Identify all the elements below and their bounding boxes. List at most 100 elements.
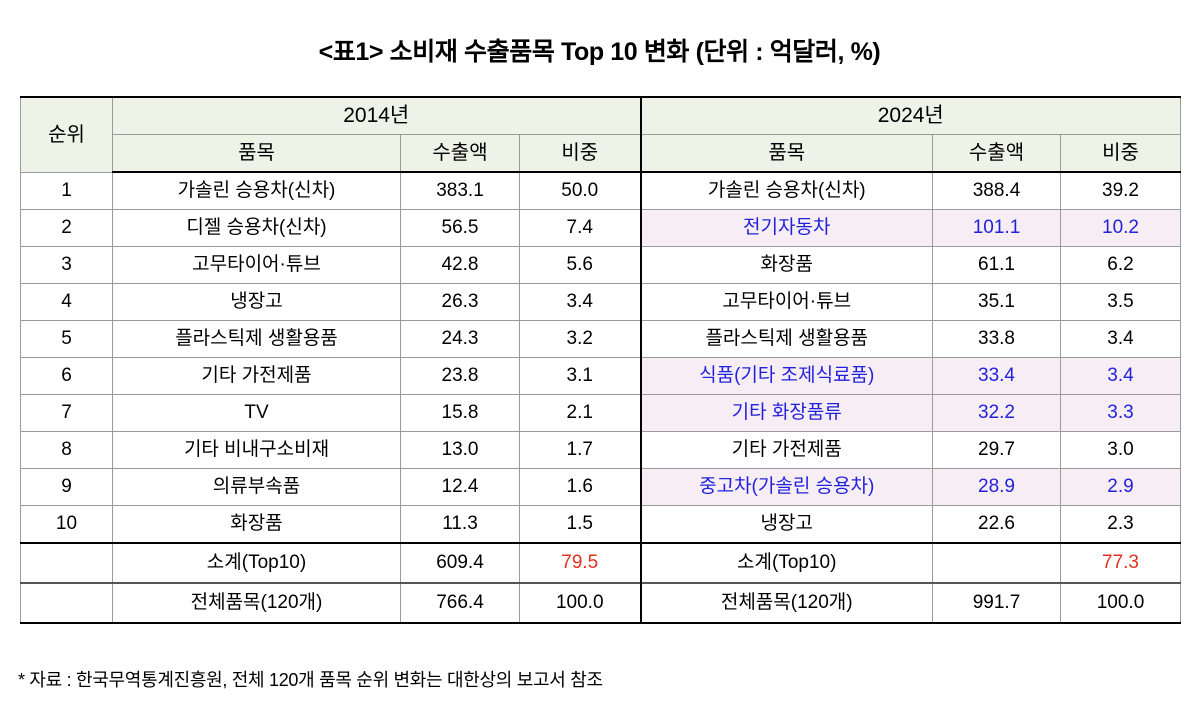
summary-row-subtotal: 소계(Top10) 609.4 79.5 소계(Top10) 77.3 (20, 542, 1181, 584)
export-top10-table: 순위 2014년 2024년 품목 수출액 비중 품목 수출액 비중 1 가솔린 … (20, 96, 1181, 624)
cell-2024-share-10: 2.3 (1060, 505, 1181, 544)
cell-2014-share-5: 3.2 (519, 320, 641, 358)
table-row: 7 TV 15.8 2.1 기타 화장품류 32.2 3.3 (20, 394, 1181, 432)
table-row: 9 의류부속품 12.4 1.6 중고차(가솔린 승용차) 28.9 2.9 (20, 468, 1181, 506)
cell-2014-value-4: 26.3 (400, 283, 520, 321)
cell-rank-6: 6 (20, 357, 113, 395)
cell-2014-value-subtotal: 609.4 (400, 542, 520, 584)
cell-2014-value-5: 24.3 (400, 320, 520, 358)
cell-2024-share-total: 100.0 (1060, 582, 1181, 624)
table-row: 8 기타 비내구소비재 13.0 1.7 기타 가전제품 29.7 3.0 (20, 431, 1181, 469)
cell-2024-item-total: 전체품목(120개) (639, 582, 933, 624)
cell-2024-share-7: 3.3 (1060, 394, 1181, 432)
cell-2024-item-1: 가솔린 승용차(신차) (639, 171, 933, 210)
cell-2014-value-6: 23.8 (400, 357, 520, 395)
cell-2024-value-9: 28.9 (932, 468, 1061, 506)
header-export-2024: 수출액 (932, 134, 1061, 173)
header-item-2014: 품목 (112, 134, 401, 173)
cell-2014-value-8: 13.0 (400, 431, 520, 469)
cell-rank-subtotal (20, 542, 113, 584)
cell-2024-item-3: 화장품 (639, 246, 933, 284)
cell-2014-share-subtotal: 79.5 (519, 542, 641, 584)
table-row: 2 디젤 승용차(신차) 56.5 7.4 전기자동차 101.1 10.2 (20, 209, 1181, 247)
header-share-2014: 비중 (519, 134, 641, 173)
cell-2024-share-9: 2.9 (1060, 468, 1181, 506)
cell-2024-value-10: 22.6 (932, 505, 1061, 544)
cell-2024-value-3: 61.1 (932, 246, 1061, 284)
cell-2014-share-10: 1.5 (519, 505, 641, 544)
cell-2014-item-6: 기타 가전제품 (112, 357, 401, 395)
header-item-2024: 품목 (639, 134, 933, 173)
cell-2014-share-3: 5.6 (519, 246, 641, 284)
header-year-2024: 2024년 (639, 96, 1181, 135)
cell-2014-item-4: 냉장고 (112, 283, 401, 321)
cell-2024-value-7: 32.2 (932, 394, 1061, 432)
table-row: 4 냉장고 26.3 3.4 고무타이어·튜브 35.1 3.5 (20, 283, 1181, 321)
cell-2024-value-4: 35.1 (932, 283, 1061, 321)
cell-2024-value-subtotal (932, 542, 1061, 584)
cell-2014-share-8: 1.7 (519, 431, 641, 469)
cell-rank-8: 8 (20, 431, 113, 469)
cell-2014-item-total: 전체품목(120개) (112, 582, 401, 624)
table-row: 1 가솔린 승용차(신차) 383.1 50.0 가솔린 승용차(신차) 388.4 39.… (20, 171, 1181, 210)
cell-rank-10: 10 (20, 505, 113, 544)
table-row: 10 화장품 11.3 1.5 냉장고 22.6 2.3 (20, 505, 1181, 544)
cell-rank-9: 9 (20, 468, 113, 506)
cell-2014-item-2: 디젤 승용차(신차) (112, 209, 401, 247)
cell-2014-value-1: 383.1 (400, 171, 520, 210)
cell-2014-share-9: 1.6 (519, 468, 641, 506)
source-footnote: * 자료 : 한국무역통계진흥원, 전체 120개 품목 순위 변화는 대한상의… (18, 670, 603, 690)
cell-2024-value-1: 388.4 (932, 171, 1061, 210)
table-row: 6 기타 가전제품 23.8 3.1 식품(기타 조제식료품) 33.4 3.4 (20, 357, 1181, 395)
cell-2024-item-subtotal: 소계(Top10) (639, 542, 933, 584)
cell-2024-share-2: 10.2 (1060, 209, 1181, 247)
page-title: <표1> 소비재 수출품목 Top 10 변화 (단위 : 억달러, %) (318, 38, 881, 66)
table-row: 5 플라스틱제 생활용품 24.3 3.2 플라스틱제 생활용품 33.8 3.4 (20, 320, 1181, 358)
cell-2014-item-8: 기타 비내구소비재 (112, 431, 401, 469)
cell-2014-value-3: 42.8 (400, 246, 520, 284)
cell-2014-item-subtotal: 소계(Top10) (112, 542, 401, 584)
table-body: 1 가솔린 승용차(신차) 383.1 50.0 가솔린 승용차(신차) 388.4 39.… (20, 171, 1181, 624)
cell-2014-item-10: 화장품 (112, 505, 401, 544)
cell-rank-2: 2 (20, 209, 113, 247)
cell-2014-share-2: 7.4 (519, 209, 641, 247)
cell-2014-item-3: 고무타이어·튜브 (112, 246, 401, 284)
cell-2024-item-2: 전기자동차 (639, 209, 933, 247)
cell-2024-value-total: 991.7 (932, 582, 1061, 624)
cell-2024-share-1: 39.2 (1060, 171, 1181, 210)
header-rank: 순위 (20, 96, 113, 173)
cell-2014-value-10: 11.3 (400, 505, 520, 544)
cell-2014-item-7: TV (112, 394, 401, 432)
cell-2024-item-6: 식품(기타 조제식료품) (639, 357, 933, 395)
cell-2014-share-7: 2.1 (519, 394, 641, 432)
cell-2014-value-total: 766.4 (400, 582, 520, 624)
cell-2024-item-9: 중고차(가솔린 승용차) (639, 468, 933, 506)
cell-2014-share-total: 100.0 (519, 582, 641, 624)
cell-2024-share-subtotal: 77.3 (1060, 542, 1181, 584)
cell-2014-share-4: 3.4 (519, 283, 641, 321)
cell-2024-value-5: 33.8 (932, 320, 1061, 358)
header-export-2014: 수출액 (400, 134, 520, 173)
header-year-2014: 2014년 (112, 96, 641, 135)
cell-2024-item-10: 냉장고 (639, 505, 933, 544)
cell-2014-value-2: 56.5 (400, 209, 520, 247)
cell-2024-item-8: 기타 가전제품 (639, 431, 933, 469)
cell-2024-item-7: 기타 화장품류 (639, 394, 933, 432)
cell-rank-5: 5 (20, 320, 113, 358)
cell-2014-item-5: 플라스틱제 생활용품 (112, 320, 401, 358)
cell-2024-share-5: 3.4 (1060, 320, 1181, 358)
cell-2024-share-8: 3.0 (1060, 431, 1181, 469)
cell-2014-value-7: 15.8 (400, 394, 520, 432)
cell-2014-share-1: 50.0 (519, 171, 641, 210)
cell-2024-value-2: 101.1 (932, 209, 1061, 247)
cell-2024-item-5: 플라스틱제 생활용품 (639, 320, 933, 358)
cell-2024-value-8: 29.7 (932, 431, 1061, 469)
cell-rank-1: 1 (20, 171, 113, 210)
cell-rank-total (20, 582, 113, 624)
cell-2024-share-3: 6.2 (1060, 246, 1181, 284)
table-container: 순위 2014년 2024년 품목 수출액 비중 품목 수출액 비중 1 가솔린 … (20, 96, 1181, 624)
cell-2024-value-6: 33.4 (932, 357, 1061, 395)
table-head: 순위 2014년 2024년 품목 수출액 비중 품목 수출액 비중 (20, 96, 1181, 173)
cell-rank-4: 4 (20, 283, 113, 321)
